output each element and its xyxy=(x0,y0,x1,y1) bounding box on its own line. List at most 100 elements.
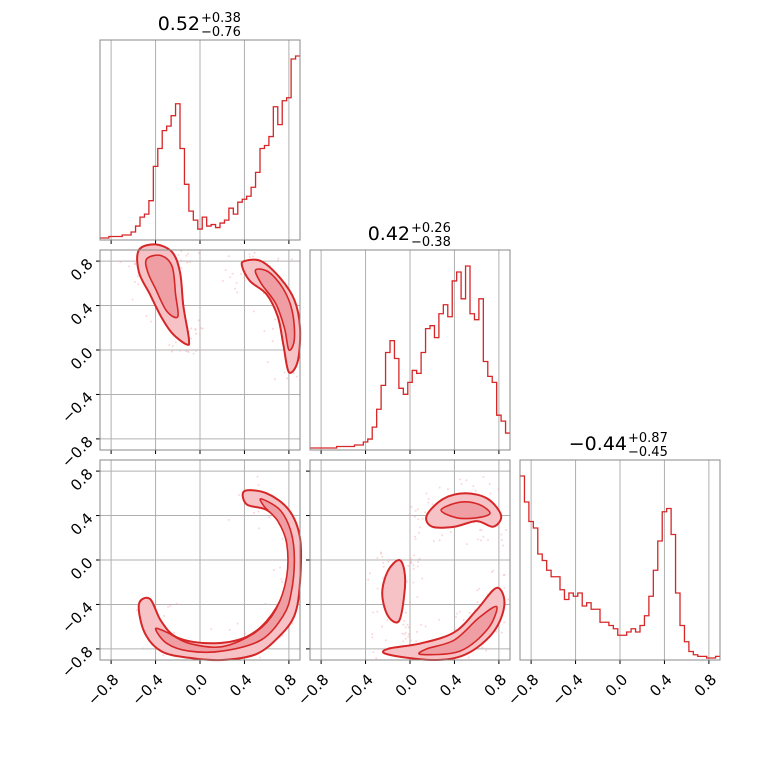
pair-panel-1-2-sample-137 xyxy=(478,587,481,590)
title-param-0: 0.52 xyxy=(158,13,200,35)
pair-panel-0-1-ylabel-3: 0.4 xyxy=(67,299,97,329)
pair-panel-1-2-sample-58 xyxy=(414,535,417,538)
pair-panel-1-2-sample-39 xyxy=(427,497,430,500)
pair-panel-1-2-sample-190 xyxy=(503,587,506,590)
pair-panel-0-1-ylabel-4: 0.8 xyxy=(67,255,97,285)
pair-panel-1-2-sample-114 xyxy=(409,601,412,604)
pair-panel-1-2-sample-143 xyxy=(462,618,465,621)
pair-panel-0-2-sample-31 xyxy=(167,606,170,609)
pair-panel-0-2-sample-48 xyxy=(259,656,262,659)
pair-panel-0-1-sample-17 xyxy=(174,341,177,344)
pair-panel-0-2-sample-6 xyxy=(291,622,294,625)
pair-panel-0-2-sample-46 xyxy=(142,647,145,650)
pair-panel-0-2-sample-30 xyxy=(169,604,172,607)
pair-panel-0-2-ylabel-1: −0.4 xyxy=(58,598,96,636)
pair-panel-0-2-sample-32 xyxy=(227,518,230,521)
pair-panel-1-2-sample-117 xyxy=(417,560,420,563)
pair-panel-0-2-ylabel-2: 0.0 xyxy=(67,554,97,584)
hist-panel-2-frame xyxy=(519,459,721,661)
pair-panel-1-2-sample-145 xyxy=(492,569,495,572)
pair-panel-0-1-sample-39 xyxy=(187,350,190,353)
pair-panel-1-2-sample-6 xyxy=(446,488,449,491)
pair-panel-0-1-sample-40 xyxy=(136,275,139,278)
pair-panel-1-2-sample-30 xyxy=(488,483,491,486)
pair-panel-1-2-sample-138 xyxy=(500,631,503,634)
pair-panel-0-1-ylabel-1: −0.4 xyxy=(58,388,96,426)
pair-panel-0-1-ylabel-0: −0.8 xyxy=(58,433,96,471)
pair-panel-0-1-sample-37 xyxy=(197,319,200,322)
pair-panel-1-2-sample-81 xyxy=(380,551,383,554)
title-param-2-minus: −0.45 xyxy=(628,445,668,460)
pair-panel-0-1-sample-15 xyxy=(131,298,134,301)
pair-panel-0-2-sample-51 xyxy=(175,602,178,605)
hist-panel-2-xlabel-2: 0.0 xyxy=(602,671,632,701)
pair-panel-0-2-sample-42 xyxy=(257,484,260,487)
pair-panel-0-1-sample-74 xyxy=(224,269,227,272)
pair-panel-0-2-sample-19 xyxy=(268,516,271,519)
pair-panel-1-2-sample-56 xyxy=(410,505,413,508)
pair-panel-1-2-sample-69 xyxy=(416,596,419,599)
pair-panel-0-1-sample-3 xyxy=(195,332,198,335)
pair-panel-0-1-sample-87 xyxy=(240,272,243,275)
pair-panel-0-2-xlabel-1: −0.4 xyxy=(128,671,166,709)
pair-panel-1-2-sample-18 xyxy=(425,492,428,495)
pair-panel-1-2-sample-158 xyxy=(485,649,488,652)
pair-panel-0-1-sample-69 xyxy=(290,258,293,261)
pair-panel-1-2-sample-45 xyxy=(421,517,424,520)
pair-panel-0-1-sample-60 xyxy=(177,253,180,256)
pair-panel-1-2-sample-72 xyxy=(386,618,389,621)
pair-panel-1-2-sample-5 xyxy=(486,539,489,542)
pair-panel-0-1-sample-92 xyxy=(221,279,224,282)
pair-panel-0-2-sample-10 xyxy=(236,622,239,625)
pair-panel-1-2-sample-188 xyxy=(495,630,498,633)
title-param-0-plus: +0.38 xyxy=(201,11,241,26)
pair-panel-0-1-sample-36 xyxy=(186,261,189,264)
pair-panel-1-2-sample-41 xyxy=(413,515,416,518)
pair-panel-0-1-sample-49 xyxy=(194,349,197,352)
pair-panel-1-2-sample-166 xyxy=(476,589,479,592)
title-param-1-minus: −0.38 xyxy=(411,235,451,250)
hist-panel-2-xlabel-0: −0.8 xyxy=(504,671,542,709)
pair-panel-1-2-sample-65 xyxy=(438,486,441,489)
pair-panel-1-2-sample-78 xyxy=(376,610,379,613)
pair-panel-1-2-sample-156 xyxy=(420,623,423,626)
pair-panel-1-2-sample-48 xyxy=(427,501,430,504)
title-param-2-plus: +0.87 xyxy=(628,431,668,446)
pair-panel-1-2-sample-125 xyxy=(409,639,412,642)
title-param-1-plus: +0.26 xyxy=(411,221,451,236)
pair-panel-0-1-sample-120 xyxy=(283,371,286,374)
pair-panel-1-2-sample-160 xyxy=(454,616,457,619)
pair-panel-1-2-sample-26 xyxy=(482,535,485,538)
pair-panel-0-1-sample-4 xyxy=(150,320,153,323)
pair-panel-1-2-sample-174 xyxy=(456,612,459,615)
pair-panel-0-1-sample-52 xyxy=(200,327,203,330)
pair-panel-0-1-sample-65 xyxy=(243,279,246,282)
pair-panel-0-2-sample-38 xyxy=(244,632,247,635)
pair-panel-1-2-sample-103 xyxy=(372,611,375,614)
pair-panel-1-2-sample-63 xyxy=(438,539,441,542)
pair-panel-0-2-sample-54 xyxy=(257,510,260,513)
pair-panel-1-2-sample-17 xyxy=(500,533,503,536)
pair-panel-1-2-xlabel-3: 0.4 xyxy=(436,671,466,701)
pair-panel-1-2-sample-106 xyxy=(376,587,379,590)
pair-panel-1-2-sample-19 xyxy=(472,484,475,487)
hist-line-2 xyxy=(520,475,720,659)
pair-panel-0-1-ylabel-2: 0.0 xyxy=(67,344,97,374)
pair-panel-0-2-sample-13 xyxy=(280,578,283,581)
pair-panel-0-2-sample-11 xyxy=(281,580,284,583)
pair-panel-0-2-xlabel-0: −0.8 xyxy=(84,671,122,709)
pair-panel-0-1-contour-3 xyxy=(254,268,296,352)
pair-panel-1-2-sample-134 xyxy=(410,562,413,565)
pair-panel-1-2-sample-23 xyxy=(480,529,483,532)
pair-panel-1-2-sample-11 xyxy=(417,531,420,534)
hist-panel-1 xyxy=(309,249,511,454)
pair-panel-1-2-sample-124 xyxy=(407,635,410,638)
pair-panel-1-2-sample-28 xyxy=(441,534,444,537)
pair-panel-1-2: −0.8 −0.4 0.0 0.4 0.8 xyxy=(294,459,511,709)
pair-panel-1-2-sample-162 xyxy=(467,656,470,659)
pair-panel-0-1-sample-67 xyxy=(277,257,280,260)
pair-panel-1-2-sample-91 xyxy=(402,623,405,626)
pair-panel-0-1-sample-105 xyxy=(231,272,234,275)
panel-titles: 0.52 +0.38 −0.76 0.42 +0.26 −0.38 −0.44 … xyxy=(158,11,668,460)
hist-panel-2-vgrid xyxy=(530,460,710,660)
